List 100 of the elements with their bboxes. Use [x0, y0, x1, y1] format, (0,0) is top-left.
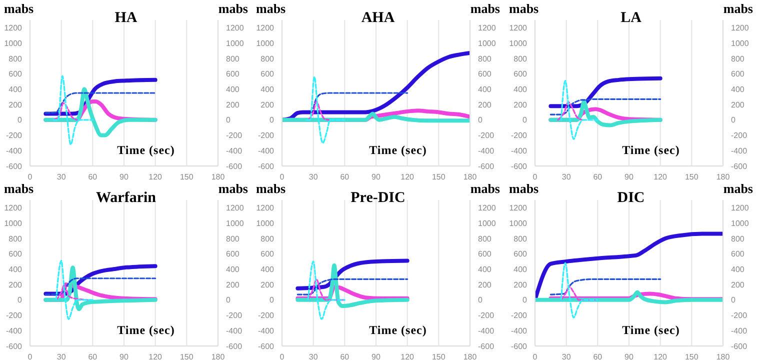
y2-tick-label: 1200	[731, 204, 750, 213]
x-tick-label: 0	[28, 352, 33, 361]
y-tick-label: 200	[514, 280, 528, 290]
y2-tick-label: 800	[731, 54, 745, 64]
y2-tick-label: 400	[226, 265, 240, 274]
chart-title: AHA	[361, 10, 395, 26]
line-series	[306, 76, 346, 144]
y-tick-label: 0	[18, 296, 23, 305]
x-tick-label: 90	[120, 352, 129, 361]
y2-tick-label: 200	[226, 280, 240, 290]
x-axis-title: Time (sec)	[369, 323, 427, 337]
chart-title: Warfarin	[96, 190, 156, 206]
y-tick-label: 1200	[4, 24, 23, 33]
y-tick-label: -200	[258, 311, 275, 320]
y2-tick-label: 1000	[731, 218, 750, 228]
line-series	[550, 278, 662, 296]
line-series	[296, 278, 408, 296]
x-tick-label: 150	[684, 352, 699, 361]
y2-tick-label: 400	[731, 265, 745, 274]
y-tick-label: 600	[8, 70, 23, 79]
line-series	[312, 92, 408, 110]
y-tick-label: -400	[258, 146, 275, 156]
x-tick-label: 150	[180, 352, 194, 361]
y-axis-title: mabs	[4, 1, 34, 17]
y-tick-label: 800	[260, 234, 275, 244]
y2-tick-label: 1200	[478, 204, 496, 213]
y2-tick-label: 200	[731, 100, 745, 110]
y-tick-label: 1200	[256, 204, 275, 213]
y-tick-label: 800	[260, 54, 275, 64]
x-tick-label: 180	[463, 172, 478, 182]
y2-tick-label: 600	[478, 70, 492, 79]
x-tick-label: 90	[624, 352, 634, 361]
y-tick-label: -600	[510, 162, 528, 171]
y-axis-title: mabs	[509, 1, 539, 17]
y-tick-label: -200	[510, 311, 528, 320]
y2-tick-label: 800	[226, 54, 240, 64]
y2-tick-label: 400	[478, 85, 492, 94]
y2-tick-label: -200	[478, 311, 495, 320]
line-series	[44, 266, 158, 312]
y2-tick-label: 800	[731, 234, 745, 244]
y2-tick-label: 200	[478, 100, 492, 110]
y-tick-label: 200	[514, 100, 528, 110]
y-tick-label: 0	[522, 116, 528, 125]
y2-tick-label: -400	[226, 146, 243, 156]
y2-tick-label: 200	[226, 100, 240, 110]
line-series	[560, 262, 598, 318]
x-tick-label: 180	[716, 352, 730, 361]
y2-tick-label: -600	[478, 162, 495, 171]
y-tick-label: 600	[260, 70, 275, 79]
x-axis-title: Time (sec)	[622, 323, 680, 337]
line-series	[44, 87, 158, 138]
y2-tick-label: 1200	[226, 204, 244, 213]
y-tick-label: 800	[8, 54, 23, 64]
y-tick-label: 1200	[509, 24, 528, 33]
y-tick-label: 200	[260, 100, 275, 110]
y-tick-label: -200	[6, 131, 23, 140]
y2-tick-label: -200	[731, 311, 748, 320]
y-tick-label: 200	[260, 280, 275, 290]
y-axis-title: mabs	[4, 181, 34, 197]
x-tick-label: 120	[148, 172, 163, 182]
y2-tick-label: 0	[226, 116, 231, 125]
y-tick-label: 0	[270, 116, 275, 125]
y-tick-label: 400	[514, 265, 528, 274]
x-tick-label: 0	[532, 172, 538, 182]
y2-tick-label: 1000	[731, 38, 750, 48]
x-tick-label: 30	[562, 352, 572, 361]
x-tick-label: 0	[280, 172, 285, 182]
y-tick-label: -200	[258, 131, 275, 140]
y2-tick-label: 400	[731, 85, 745, 94]
x-tick-label: 180	[211, 172, 226, 182]
y2-tick-label: 0	[731, 116, 736, 125]
x-tick-label: 180	[211, 352, 226, 361]
y2-tick-label: 200	[731, 280, 745, 290]
y-tick-label: -400	[510, 146, 528, 156]
x-tick-label: 60	[88, 352, 98, 361]
y2-tick-label: 400	[478, 265, 492, 274]
y2-tick-label: -200	[226, 311, 243, 320]
y2-tick-label: -600	[478, 342, 495, 351]
y-tick-label: 400	[260, 85, 275, 94]
x-tick-label: 180	[716, 172, 730, 182]
x-tick-label: 0	[532, 352, 538, 361]
y2-axis-title: mabs	[218, 181, 248, 197]
y-tick-label: 200	[8, 280, 23, 290]
y2-tick-label: 0	[731, 296, 736, 305]
y-tick-label: 1000	[256, 38, 275, 48]
y2-tick-label: 1000	[226, 218, 244, 228]
y2-tick-label: 1000	[226, 38, 244, 48]
y-tick-label: -600	[510, 342, 528, 351]
y2-axis-title: mabs	[723, 181, 753, 197]
y2-tick-label: 600	[478, 250, 492, 259]
x-tick-label: 90	[624, 172, 634, 182]
line-series	[52, 102, 78, 121]
y-tick-label: 600	[8, 250, 23, 259]
y-tick-label: -400	[6, 146, 23, 156]
x-tick-label: 120	[654, 172, 668, 182]
chart-title: DIC	[617, 190, 645, 206]
x-tick-label: 30	[308, 172, 318, 182]
line-series	[55, 260, 94, 320]
y2-tick-label: 600	[226, 250, 240, 259]
y-tick-label: 1200	[256, 24, 275, 33]
